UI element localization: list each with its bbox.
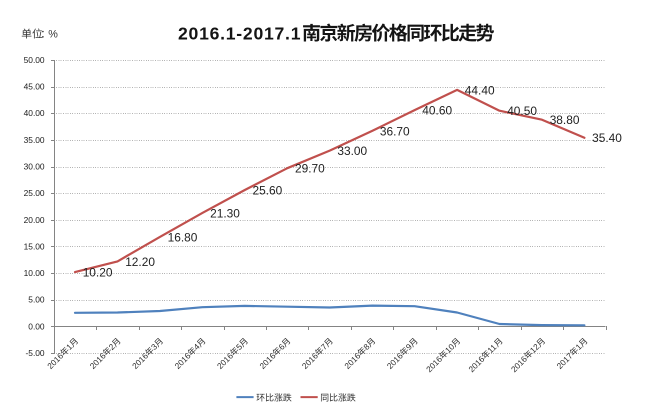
svg-text:0.00: 0.00 — [28, 321, 45, 331]
svg-text:9: 9 — [404, 341, 415, 352]
svg-text:25.00: 25.00 — [24, 188, 45, 198]
svg-text:-5.00: -5.00 — [26, 348, 45, 358]
svg-text:25.60: 25.60 — [253, 183, 283, 197]
svg-text:21.30: 21.30 — [210, 206, 240, 220]
svg-text:10.20: 10.20 — [83, 266, 113, 280]
svg-text:1: 1 — [64, 341, 75, 352]
svg-text:30.00: 30.00 — [24, 162, 45, 172]
svg-text:2: 2 — [106, 341, 117, 352]
svg-text:10.00: 10.00 — [24, 268, 45, 278]
svg-text:16.80: 16.80 — [168, 230, 198, 244]
svg-text:1: 1 — [573, 341, 584, 352]
svg-text:7: 7 — [319, 341, 330, 352]
svg-text:38.80: 38.80 — [550, 113, 580, 127]
svg-text:36.70: 36.70 — [380, 124, 410, 138]
svg-text:4: 4 — [191, 341, 202, 352]
svg-text:20.00: 20.00 — [24, 215, 45, 225]
svg-text:15.00: 15.00 — [24, 241, 45, 251]
svg-text:35.40: 35.40 — [592, 131, 622, 145]
svg-text:3: 3 — [149, 341, 160, 352]
svg-text:33.00: 33.00 — [337, 144, 367, 158]
svg-text:5.00: 5.00 — [28, 295, 45, 305]
svg-text:12.20: 12.20 — [125, 255, 155, 269]
svg-text:2016.1-2017.1: 2016.1-2017.1 — [178, 23, 301, 43]
svg-text:40.60: 40.60 — [422, 104, 452, 118]
svg-text:%: % — [48, 29, 58, 41]
svg-text:50.00: 50.00 — [24, 55, 45, 65]
svg-text:29.70: 29.70 — [295, 162, 325, 176]
svg-text:44.40: 44.40 — [465, 83, 495, 97]
svg-text:8: 8 — [361, 341, 372, 352]
svg-text:6: 6 — [276, 341, 287, 352]
svg-text:45.00: 45.00 — [24, 82, 45, 92]
svg-text:35.00: 35.00 — [24, 135, 45, 145]
svg-text:40.50: 40.50 — [507, 104, 537, 118]
svg-text:40.00: 40.00 — [24, 108, 45, 118]
svg-text:5: 5 — [234, 341, 245, 352]
